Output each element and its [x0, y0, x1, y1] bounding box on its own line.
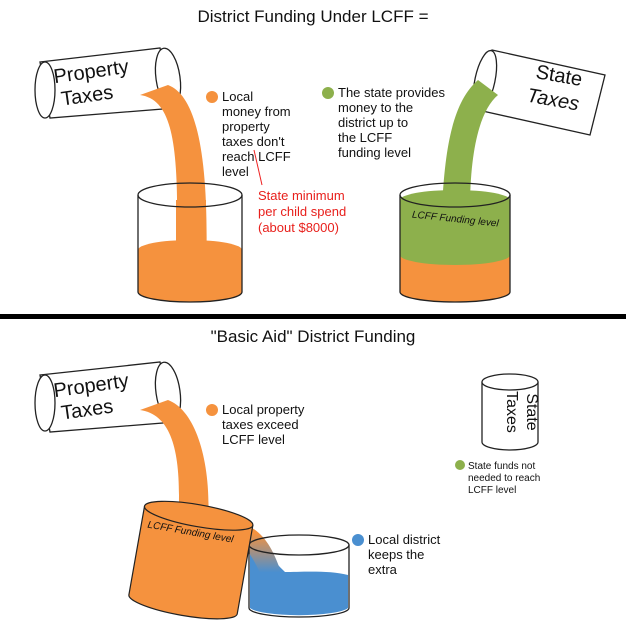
note-line: money from — [222, 104, 291, 119]
note-line: Local property — [222, 402, 305, 417]
note-line: State minimum — [258, 188, 345, 203]
bullet — [455, 460, 465, 470]
orange-stream — [176, 200, 206, 255]
note-line: funding level — [338, 145, 411, 160]
note-line: keeps the — [368, 547, 424, 562]
bullet — [206, 91, 218, 103]
note-line: taxes exceed — [222, 417, 299, 432]
label: State — [523, 393, 540, 430]
note-line: (about $8000) — [258, 220, 339, 235]
note-line: level — [222, 164, 249, 179]
note-line: property — [222, 119, 270, 134]
note-line: reach LCFF — [222, 149, 291, 164]
note-line: Local — [222, 89, 253, 104]
bullet — [352, 534, 364, 546]
bullet — [206, 404, 218, 416]
note-line: The state provides — [338, 85, 445, 100]
tilted-beaker — [127, 495, 255, 622]
note-line: per child spend — [258, 204, 346, 219]
note-line: needed to reach — [468, 473, 540, 484]
note-line: LCFF level — [468, 485, 516, 496]
note-line: LCFF level — [222, 432, 285, 447]
note-line: the LCFF — [338, 130, 392, 145]
note-line: extra — [368, 562, 398, 577]
note-line: district up to — [338, 115, 408, 130]
bullet — [322, 87, 334, 99]
title: "Basic Aid" District Funding — [211, 327, 416, 346]
note-line: Local district — [368, 532, 441, 547]
diagram: District Funding Under LCFF = Property T… — [0, 0, 626, 622]
title: District Funding Under LCFF = — [198, 7, 429, 26]
divider — [0, 314, 626, 319]
note-line: money to the — [338, 100, 413, 115]
label: Taxes — [503, 391, 520, 433]
note-line: taxes don't — [222, 134, 285, 149]
note-line: State funds not — [468, 461, 535, 472]
